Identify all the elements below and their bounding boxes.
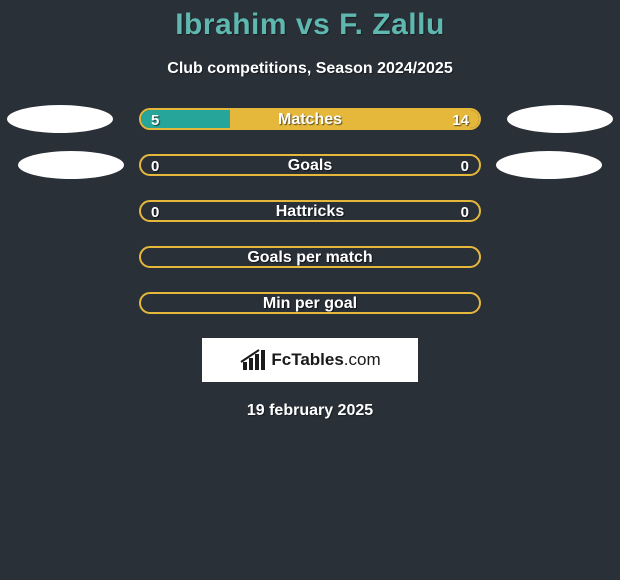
stat-row-min_per_goal: Min per goal — [0, 292, 620, 314]
avatar-right — [496, 151, 602, 179]
stat-bar: Goals0 0 — [139, 154, 481, 176]
subtitle: Club competitions, Season 2024/2025 — [167, 60, 452, 78]
stat-label: Goals — [141, 156, 479, 176]
logo-light: .com — [344, 350, 381, 369]
stat-label: Goals per match — [141, 248, 479, 268]
stat-row-goals_per_match: Goals per match — [0, 246, 620, 268]
stat-value-right: 0 — [461, 156, 469, 176]
stat-value-right: 14 — [452, 110, 469, 130]
stat-value-left: 5 — [151, 110, 159, 130]
stat-bar: Hattricks0 0 — [139, 200, 481, 222]
date-label: 19 february 2025 — [247, 402, 373, 420]
avatar-left — [18, 151, 124, 179]
avatar-left — [7, 105, 113, 133]
stat-rows: Matches514Goals00Hattricks00Goals per ma… — [0, 108, 620, 314]
stat-value-left: 0 — [151, 156, 159, 176]
stat-bar: Matches514 — [139, 108, 481, 130]
comparison-card: Ibrahim vs F. Zallu Club competitions, S… — [0, 0, 620, 420]
stat-label: Hattricks — [141, 202, 479, 222]
logo-bold: FcTables — [271, 350, 343, 369]
chart-icon — [239, 348, 267, 372]
stat-bar: Min per goal — [139, 292, 481, 314]
logo-box[interactable]: FcTables.com — [202, 338, 418, 382]
stat-label: Min per goal — [141, 294, 479, 314]
bar-fill-right — [230, 110, 479, 128]
stat-bar: Goals per match — [139, 246, 481, 268]
stat-value-left: 0 — [151, 202, 159, 222]
page-title: Ibrahim vs F. Zallu — [175, 8, 445, 42]
stat-row-goals: Goals0 0 — [0, 154, 620, 176]
stat-value-right: 0 — [461, 202, 469, 222]
stat-row-hattricks: Hattricks0 0 — [0, 200, 620, 222]
logo-text: FcTables.com — [271, 350, 380, 370]
avatar-right — [507, 105, 613, 133]
stat-row-matches: Matches514 — [0, 108, 620, 130]
